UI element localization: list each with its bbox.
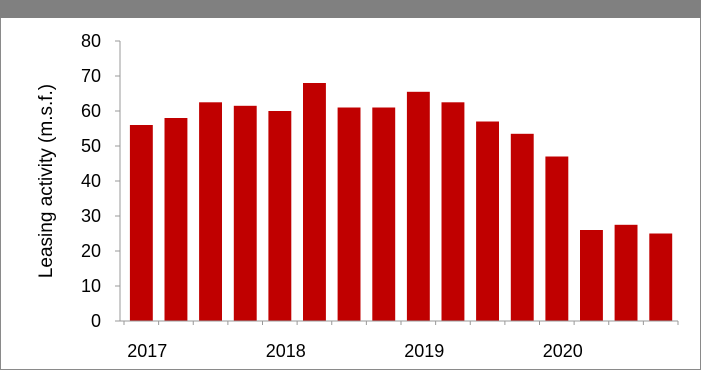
- bar-2019-q2: [441, 102, 465, 322]
- y-tick-label: 30: [81, 206, 101, 226]
- bar-2020-q1: [545, 156, 569, 321]
- bar-2017-q4: [233, 105, 257, 322]
- y-tick-label: 50: [81, 136, 101, 156]
- y-axis-title: Leasing activity (m.s.f.): [36, 84, 57, 278]
- bar-2018-q3: [337, 107, 361, 321]
- bar-2019-q4: [510, 133, 534, 322]
- x-tick-label-2017: 2017: [127, 341, 167, 361]
- y-tick-label: 60: [81, 101, 101, 121]
- bar-series: [129, 83, 673, 322]
- y-tick-label: 70: [81, 66, 101, 86]
- title-band: [0, 0, 701, 18]
- y-tick-label: 0: [91, 311, 101, 331]
- bar-2018-q4: [372, 107, 396, 321]
- bar-2017-q1: [129, 125, 153, 321]
- x-tick-label-2018: 2018: [266, 341, 306, 361]
- x-tick-label-2019: 2019: [404, 341, 444, 361]
- x-tick-label-2020: 2020: [543, 341, 583, 361]
- bar-2019-q3: [476, 121, 499, 321]
- y-tick-label: 20: [81, 241, 101, 261]
- bar-2020-q3: [614, 224, 638, 322]
- y-tick-label: 40: [81, 171, 101, 191]
- bar-2017-q3: [199, 102, 222, 322]
- y-tick-label: 80: [81, 31, 101, 51]
- y-axis-ticks: 0 10 20 30 40 50 60 70 80: [81, 31, 120, 331]
- bar-2019-q1: [406, 91, 430, 322]
- bar-2020-q4: [649, 233, 673, 321]
- bar-2018-q1: [268, 111, 292, 321]
- bar-2020-q2: [580, 230, 603, 321]
- x-axis-ticks: 2017 2018 2019 2020: [123, 321, 679, 361]
- bar-2018-q2: [303, 83, 326, 321]
- y-tick-label: 10: [81, 276, 101, 296]
- bar-2017-q2: [164, 118, 188, 321]
